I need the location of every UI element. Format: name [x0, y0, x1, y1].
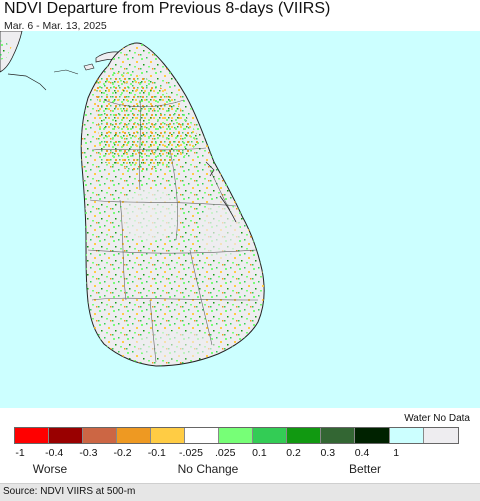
- legend-swatch: [423, 428, 458, 443]
- legend-tick-label: 1: [393, 447, 400, 459]
- legend-swatch: [389, 428, 424, 443]
- legend-swatch: [117, 428, 152, 443]
- legend-tick-label: 0.1: [252, 447, 267, 459]
- legend-better-label: Better: [348, 462, 382, 476]
- legend-swatch: [219, 428, 254, 443]
- legend-no-change-label: No Change: [177, 462, 239, 476]
- india-coast: [0, 31, 23, 73]
- water-no-data-label: Water No Data: [404, 413, 470, 424]
- legend-tick-label: 0.2: [286, 447, 301, 459]
- legend-tick-label: 0.4: [354, 447, 370, 459]
- legend-tick-label: -1: [15, 447, 25, 459]
- legend-swatch: [287, 428, 322, 443]
- source-credit: Source: NDVI VIIRS at 500-m: [3, 486, 136, 497]
- legend-tick-label: -0.2: [113, 447, 132, 459]
- footer-bar: Source: NDVI VIIRS at 500-m: [0, 483, 480, 501]
- map-title: NDVI Departure from Previous 8-days (VII…: [4, 0, 331, 17]
- legend-color-bar: [14, 427, 459, 444]
- legend-swatch: [355, 428, 390, 443]
- legend-swatch: [321, 428, 356, 443]
- legend-swatch: [83, 428, 118, 443]
- legend-tick-label: -0.4: [45, 447, 64, 459]
- legend-swatch: [49, 428, 84, 443]
- legend-tick-label: -.025: [179, 447, 203, 459]
- legend-tick-label: -0.1: [147, 447, 166, 459]
- legend-swatch: [15, 428, 50, 443]
- legend-swatch: [185, 428, 220, 443]
- legend-tick-label: -0.3: [79, 447, 98, 459]
- legend-worse-label: Worse: [32, 462, 68, 476]
- legend-swatch: [253, 428, 288, 443]
- legend-swatch: [151, 428, 186, 443]
- sri-lanka-ndvi-map: [0, 31, 480, 408]
- date-range: Mar. 6 - Mar. 13, 2025: [4, 20, 107, 32]
- legend-tick-label: .025: [214, 447, 236, 459]
- legend-tick-label: 0.3: [320, 447, 336, 459]
